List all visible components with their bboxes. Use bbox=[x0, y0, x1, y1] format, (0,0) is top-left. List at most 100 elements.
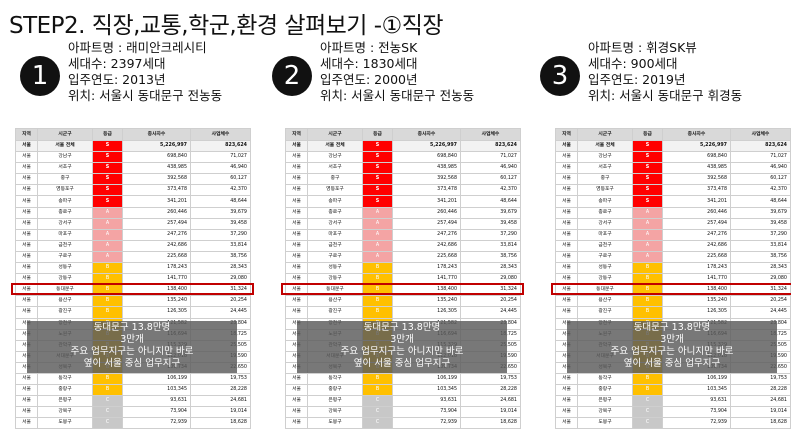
table-cell: 33,814 bbox=[730, 239, 791, 252]
grade-cell: B bbox=[632, 262, 663, 275]
table-row: 서울 종로구 A 260,446 39,679 bbox=[15, 206, 251, 219]
table-cell: 71,027 bbox=[460, 151, 521, 164]
grade-cell: C bbox=[362, 395, 393, 408]
grade-cell: A bbox=[632, 239, 663, 252]
table-cell: 46,940 bbox=[730, 162, 791, 175]
table-cell: 서울 전체 bbox=[307, 139, 363, 153]
table-row: 서울 강서구 A 257,494 39,458 bbox=[15, 217, 251, 230]
table-cell: 서울 bbox=[15, 306, 38, 319]
grade-cell: C bbox=[362, 417, 393, 430]
grade-cell: B bbox=[362, 306, 393, 319]
table-cell: 서울 bbox=[15, 250, 38, 264]
grade-cell: B bbox=[92, 295, 123, 308]
callout-overlay: 동대문구 13.8만명 3만개 주요 업무지구는 아니지만 바로 옆이 서울 중심 업… bbox=[567, 321, 777, 373]
column-header: 등급 bbox=[362, 128, 393, 141]
table-cell: 135,240 bbox=[122, 295, 191, 308]
table-cell: 중구 bbox=[577, 173, 633, 186]
table-cell: 서울 bbox=[285, 372, 308, 386]
table-row: 서울 영등포구 S 373,478 42,370 bbox=[285, 184, 521, 197]
table-cell: 341,201 bbox=[122, 195, 191, 208]
grade-cell: A bbox=[632, 217, 663, 230]
table-row: 서울 은평구 C 93,631 24,681 bbox=[555, 395, 791, 408]
table-cell: 42,370 bbox=[460, 184, 521, 197]
table-cell: 영등포구 bbox=[577, 184, 633, 197]
table-cell: 93,631 bbox=[662, 395, 731, 408]
grade-cell: C bbox=[92, 417, 123, 430]
table-cell: 서울 bbox=[555, 206, 578, 219]
dongdaemun-highlight-box bbox=[281, 283, 524, 295]
table-cell: 광진구 bbox=[37, 306, 93, 319]
table-cell: 서울 bbox=[15, 372, 38, 386]
table-row: 서울 용산구 B 135,240 20,254 bbox=[15, 295, 251, 308]
table-cell: 서울 bbox=[285, 417, 308, 430]
table-cell: 금천구 bbox=[307, 239, 363, 252]
callout-text: 옆이 서울 중심 업무지구 bbox=[353, 358, 451, 369]
table-cell: 392,568 bbox=[392, 173, 461, 186]
grade-cell: A bbox=[632, 206, 663, 219]
table-cell: 438,985 bbox=[662, 162, 731, 175]
table-cell: 서울 bbox=[15, 173, 38, 186]
apartment-location: 위치: 서울시 동대문구 휘경동 bbox=[588, 88, 743, 103]
table-cell: 24,681 bbox=[730, 395, 791, 408]
apartment-card-3: 3 아파트명 : 휘경SK뷰 세대수: 900세대 입주연도: 2019년 위치… bbox=[540, 40, 791, 112]
table-cell: 동작구 bbox=[577, 372, 633, 386]
table-cell: 24,681 bbox=[190, 395, 251, 408]
table-cell: 106,199 bbox=[662, 372, 731, 386]
table-row: 서울 서울 전체 S 5,226,997 823,624 bbox=[15, 139, 251, 153]
table-cell: 38,756 bbox=[190, 250, 251, 264]
table-cell: 823,624 bbox=[460, 139, 521, 153]
table-row: 서울 서초구 S 438,985 46,940 bbox=[285, 162, 521, 175]
table-cell: 5,226,997 bbox=[662, 139, 731, 153]
table-cell: 서울 bbox=[555, 395, 578, 408]
table-row: 서울 금천구 A 242,686 33,814 bbox=[555, 239, 791, 252]
table-cell: 72,939 bbox=[392, 417, 461, 430]
table-cell: 중랑구 bbox=[307, 384, 363, 397]
apartment-name: 아파트명 : 래미안크레시티 bbox=[68, 40, 207, 55]
table-cell: 서울 bbox=[555, 239, 578, 252]
table-row: 서울 영등포구 S 373,478 42,370 bbox=[555, 184, 791, 197]
table-cell: 28,228 bbox=[460, 384, 521, 397]
callout-text: 3만개 bbox=[120, 334, 144, 345]
table-cell: 60,127 bbox=[730, 173, 791, 186]
table-cell: 28,228 bbox=[730, 384, 791, 397]
table-cell: 392,568 bbox=[662, 173, 731, 186]
table-cell: 서울 bbox=[285, 173, 308, 186]
table-cell: 서울 bbox=[285, 151, 308, 164]
table-cell: 서울 bbox=[555, 372, 578, 386]
table-cell: 서울 bbox=[15, 384, 38, 397]
grade-cell: B bbox=[632, 384, 663, 397]
table-cell: 마포구 bbox=[577, 228, 633, 241]
table-row: 서울 종로구 A 260,446 39,679 bbox=[285, 206, 521, 219]
table-cell: 서울 bbox=[285, 395, 308, 408]
dongdaemun-highlight-box bbox=[551, 283, 791, 295]
table-cell: 18,628 bbox=[190, 417, 251, 430]
table-cell: 42,370 bbox=[730, 184, 791, 197]
grade-cell: B bbox=[632, 295, 663, 308]
table-cell: 698,840 bbox=[662, 151, 731, 164]
table-cell: 서울 bbox=[285, 295, 308, 308]
table-row: 서울 광진구 B 126,305 24,445 bbox=[555, 306, 791, 319]
table-cell: 20,254 bbox=[460, 295, 521, 308]
grade-cell: S bbox=[92, 139, 123, 153]
employment-panel-3: 지역 시군구 등급 종사자수 사업체수 서울 서울 전체 S 5,226,997 823,624 서… bbox=[551, 128, 791, 430]
table-header-row: 지역 시군구 등급 종사자수 사업체수 bbox=[285, 128, 521, 141]
table-cell: 중구 bbox=[307, 173, 363, 186]
apartment-card-1: 1 아파트명 : 래미안크레시티 세대수: 2397세대 입주연도: 2013년… bbox=[20, 40, 280, 112]
column-header: 종사자수 bbox=[392, 128, 461, 141]
table-cell: 48,644 bbox=[190, 195, 251, 208]
table-row: 서울 도봉구 C 72,939 18,628 bbox=[15, 417, 251, 430]
grade-cell: A bbox=[362, 239, 393, 252]
table-row: 서울 강북구 C 73,904 19,014 bbox=[15, 406, 251, 419]
table-cell: 서울 bbox=[15, 151, 38, 164]
table-cell: 28,343 bbox=[190, 262, 251, 275]
page-title: STEP2. 직장,교통,학군,환경 살펴보기 -①직장 bbox=[9, 13, 444, 39]
table-cell: 20,254 bbox=[190, 295, 251, 308]
table-cell: 39,679 bbox=[190, 206, 251, 219]
table-cell: 698,840 bbox=[122, 151, 191, 164]
table-cell: 서초구 bbox=[37, 162, 93, 175]
grade-cell: A bbox=[362, 206, 393, 219]
table-cell: 438,985 bbox=[122, 162, 191, 175]
callout-text: 옆이 서울 중심 업무지구 bbox=[83, 358, 181, 369]
table-cell: 용산구 bbox=[307, 295, 363, 308]
apartment-info: 아파트명 : 래미안크레시티 세대수: 2397세대 입주연도: 2013년 위… bbox=[68, 40, 222, 104]
